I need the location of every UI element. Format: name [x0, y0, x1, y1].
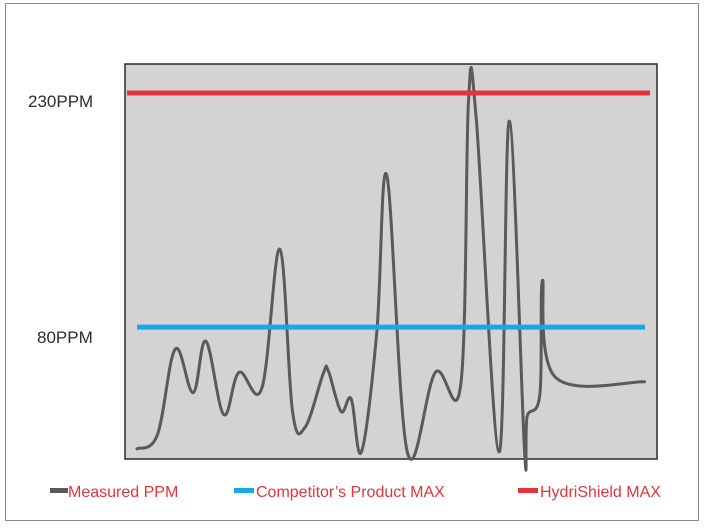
- legend: Measured PPM Competitor’s Product MAX Hy…: [50, 484, 661, 501]
- legend-swatch-competitor: [234, 488, 254, 493]
- y-tick-label-80: 80PPM: [37, 328, 93, 347]
- series-layer: [127, 65, 650, 472]
- series-line-measured-ppm: [135, 65, 646, 472]
- legend-label-hydrishield: HydriShield MAX: [540, 484, 661, 501]
- legend-label-competitor: Competitor’s Product MAX: [256, 484, 445, 501]
- plot-area: [124, 63, 658, 460]
- legend-swatch-measured: [50, 488, 68, 493]
- legend-swatch-hydrishield: [518, 488, 538, 493]
- y-tick-label-230: 230PPM: [28, 92, 93, 111]
- legend-label-measured: Measured PPM: [68, 484, 178, 501]
